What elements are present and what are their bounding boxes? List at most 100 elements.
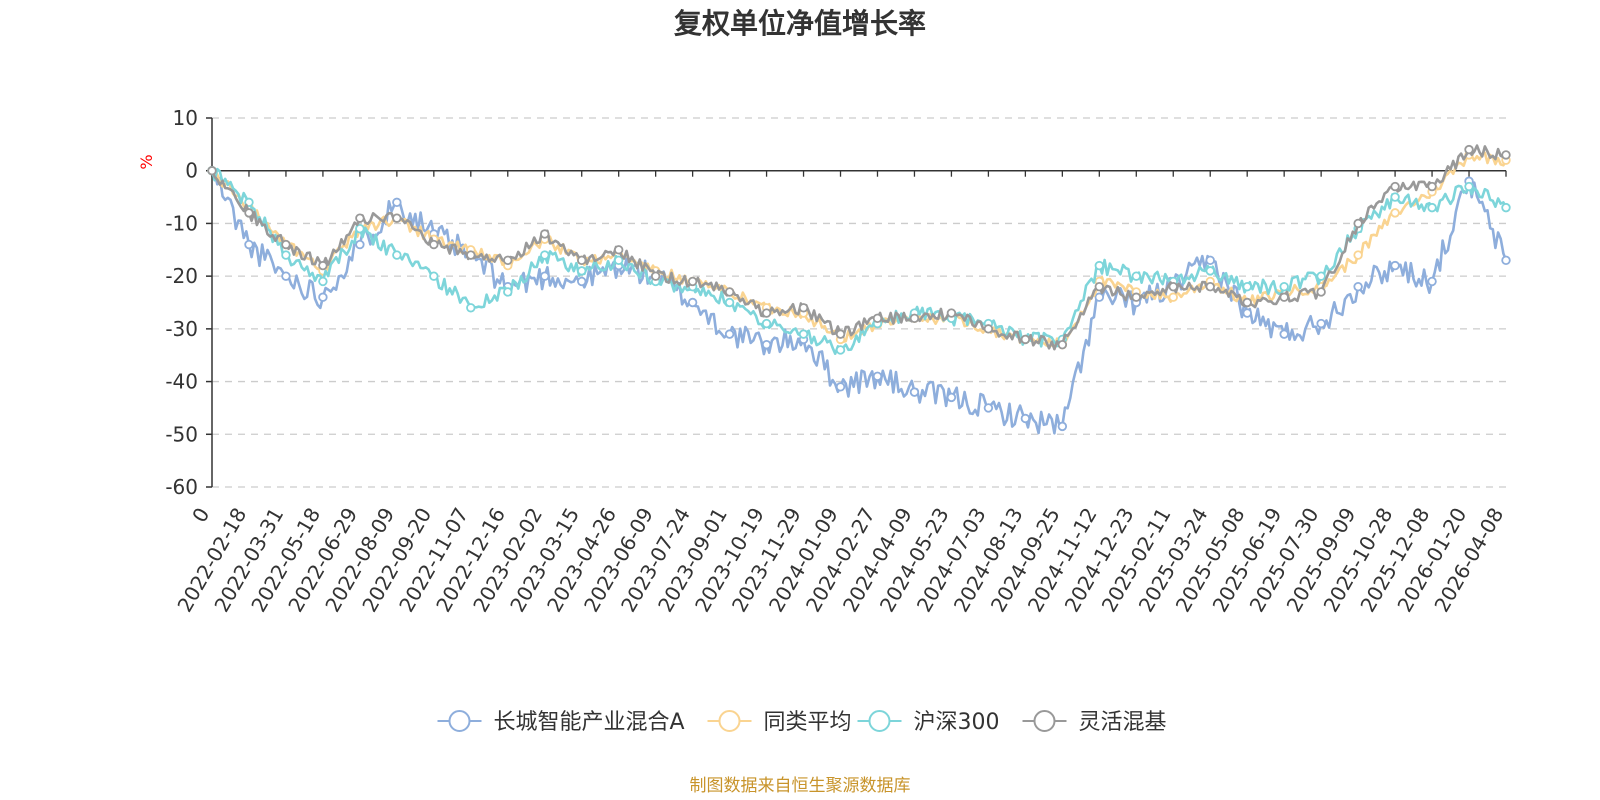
data-point (1427, 276, 1437, 287)
data-point (466, 303, 476, 313)
legend-label: 沪深300 (914, 710, 1000, 735)
data-point (577, 255, 587, 266)
data-point (392, 250, 402, 260)
series-3 (207, 144, 1511, 351)
data-point (1279, 329, 1289, 339)
data-point (281, 239, 291, 250)
data-point (1353, 250, 1363, 260)
data-point (835, 382, 846, 392)
data-point (798, 329, 809, 339)
y-tick-label: -50 (165, 422, 198, 446)
data-point (1131, 292, 1141, 302)
data-point (1205, 255, 1215, 266)
series-line (210, 144, 1507, 351)
legend[interactable]: 长城智能产业混合A 同类平均 沪深300 灵活混基 (437, 710, 1167, 735)
legend-item[interactable]: 沪深300 (857, 710, 1000, 735)
data-point (392, 213, 402, 223)
data-point (1390, 260, 1400, 271)
data-point (1094, 281, 1105, 292)
data-point (1057, 421, 1068, 432)
data-source-footer: 制图数据来自恒生聚源数据库 (690, 776, 911, 796)
x-tick-label: 0 (187, 504, 214, 527)
data-point (577, 266, 587, 276)
data-point (946, 308, 957, 318)
data-point (318, 260, 328, 271)
data-point (1242, 308, 1252, 318)
y-tick-label: 0 (185, 159, 198, 183)
data-point (503, 287, 513, 297)
data-point (835, 329, 846, 339)
data-point (540, 229, 550, 239)
series-line (211, 169, 1508, 435)
data-point (687, 276, 698, 287)
data-point (1131, 271, 1141, 281)
data-point (909, 387, 920, 397)
data-point (1501, 150, 1511, 160)
legend-marker-icon (448, 710, 471, 732)
legend-item[interactable]: 长城智能产业混合A (437, 710, 685, 735)
data-point (429, 271, 439, 281)
data-point (1427, 202, 1437, 213)
data-point (724, 297, 735, 308)
data-point (909, 313, 920, 324)
series-line (211, 151, 1508, 349)
data-point (1390, 192, 1400, 202)
data-point (1316, 287, 1326, 297)
data-point (613, 245, 624, 255)
data-point (872, 371, 883, 381)
data-point (1316, 318, 1326, 329)
data-point (1501, 202, 1511, 213)
y-tick-label: -30 (165, 317, 198, 341)
y-tick-label: -10 (165, 211, 198, 235)
data-point (650, 271, 661, 281)
data-point (798, 303, 809, 313)
data-point (761, 339, 772, 350)
data-point (1168, 281, 1178, 292)
legend-marker-icon (868, 710, 891, 732)
y-tick-label: 10 (173, 106, 198, 130)
data-point (540, 250, 550, 260)
data-point (1279, 292, 1289, 302)
data-point (761, 308, 772, 318)
legend-item[interactable]: 同类平均 (707, 710, 852, 735)
legend-label: 长城智能产业混合A (494, 710, 685, 735)
series-line (210, 167, 1508, 355)
chart-title: 复权单位净值增长率 (674, 7, 926, 40)
data-point (1094, 260, 1105, 271)
data-point (1279, 281, 1289, 292)
data-point (872, 313, 883, 324)
data-point (983, 324, 994, 334)
data-point (946, 392, 957, 403)
data-point (1242, 297, 1252, 308)
data-point (281, 271, 291, 281)
data-point (1020, 413, 1031, 424)
data-point (1205, 266, 1215, 276)
legend-label: 灵活混基 (1079, 710, 1167, 735)
data-point (318, 276, 328, 287)
data-point (1057, 339, 1068, 350)
data-point (355, 213, 365, 223)
data-point (1205, 281, 1215, 292)
data-point (281, 250, 291, 260)
y-tick-label: -60 (165, 475, 198, 499)
data-point (1094, 292, 1105, 302)
legend-marker-icon (718, 710, 741, 732)
data-point (1168, 292, 1178, 302)
data-point (244, 239, 254, 250)
data-point (392, 197, 402, 208)
series-1 (207, 150, 1511, 350)
data-point (503, 255, 513, 266)
data-point (724, 329, 735, 339)
series-0 (207, 166, 1511, 435)
data-point (466, 250, 476, 260)
data-point (1464, 181, 1474, 192)
data-point (1390, 208, 1400, 218)
data-point (1501, 255, 1511, 266)
data-point (1353, 218, 1363, 229)
data-point (1242, 281, 1252, 292)
grid-layer (212, 117, 1506, 488)
legend-item[interactable]: 灵活混基 (1022, 710, 1167, 735)
data-point (724, 287, 735, 297)
data-point (355, 239, 365, 250)
